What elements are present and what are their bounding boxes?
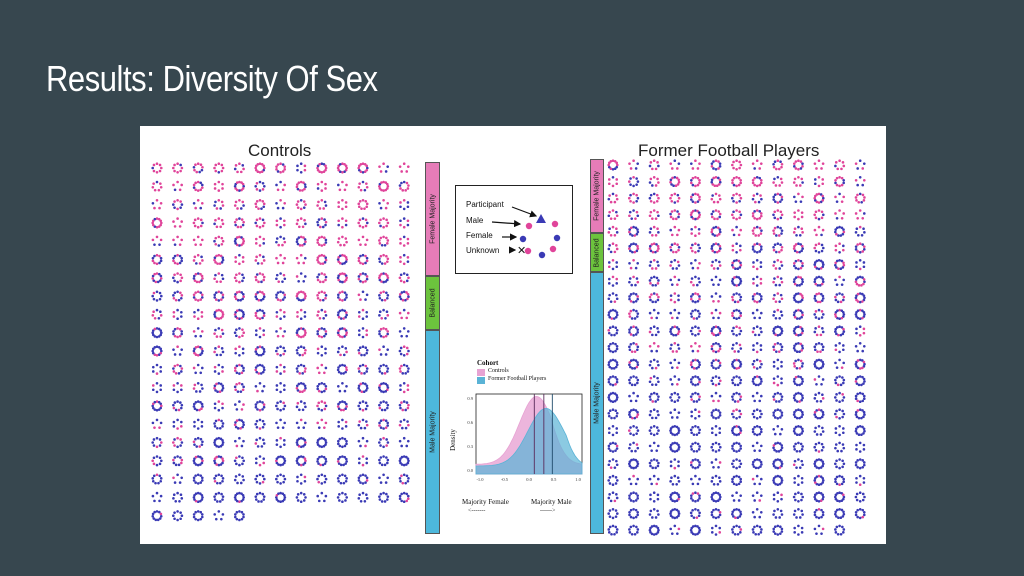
legend-unknown-label: Unknown (466, 246, 500, 255)
density-xtick: -1.0 (476, 477, 484, 482)
controls-sidebar-balanced: Balanced (425, 276, 440, 330)
legend-male-label: Male (466, 216, 484, 225)
density-ytick: 0.3 (467, 444, 473, 449)
players-sidebar-female: Female Majority (590, 159, 604, 233)
cohort-title: Cohort (477, 359, 499, 367)
density-ytick: 0.0 (467, 468, 473, 473)
players-sidebar-male: Male Majority (590, 272, 604, 534)
controls-sidebar-female: Female Majority (425, 162, 440, 276)
players-title: Former Football Players (638, 141, 820, 160)
legend-box: Participant Male Female Unknown ✕ (455, 185, 573, 274)
players-balanced-label: Balanced (593, 237, 601, 268)
density-xtick: -0.5 (501, 477, 509, 482)
players-density-area (475, 407, 583, 475)
players-female-label: Female Majority (593, 171, 601, 221)
figure: Controls Female Majority Balanced Male M… (140, 126, 886, 544)
density-xtick: 1.0 (575, 477, 581, 482)
controls-swatch (477, 369, 485, 376)
players-ego-grid (607, 159, 866, 536)
legend-female-label: Female (466, 231, 493, 240)
density-plot: Cohort Controls Former Football Players … (449, 358, 590, 528)
players-sidebar-balanced: Balanced (590, 233, 604, 272)
participant-triangle-icon (536, 214, 546, 223)
slide-title: Results: Diversity Of Sex (46, 58, 378, 99)
legend-participant-label: Participant (466, 200, 504, 209)
controls-female-label: Female Majority (429, 194, 436, 244)
controls-series-label: Controls (488, 368, 509, 374)
controls-sidebar-male: Male Majority (425, 330, 440, 534)
density-xtick: 0.0 (526, 477, 532, 482)
majority-female-caption: Majority Female (462, 498, 509, 506)
density-ytick: 0.9 (467, 396, 473, 401)
players-male-label: Male Majority (593, 382, 601, 424)
density-chart: 0.90.60.30.0-1.0 -0.5 0.0 0.5 1.0 (467, 393, 583, 482)
unknown-x-icon: ✕ (517, 245, 526, 257)
female-arrow: <------- (468, 508, 486, 514)
legend-graphic: ✕ (491, 206, 561, 259)
controls-balanced-label: Balanced (429, 288, 436, 318)
density-ytick: 0.6 (467, 420, 473, 425)
male-arrow: ------> (540, 508, 556, 514)
players-swatch (477, 377, 485, 384)
players-series-label: Former Football Players (488, 376, 547, 382)
density-xtick: 0.5 (551, 477, 557, 482)
controls-male-label: Male Majority (429, 411, 436, 453)
controls-ego-grid (151, 162, 410, 522)
majority-male-caption: Majority Male (531, 498, 572, 506)
controls-title: Controls (248, 141, 312, 160)
